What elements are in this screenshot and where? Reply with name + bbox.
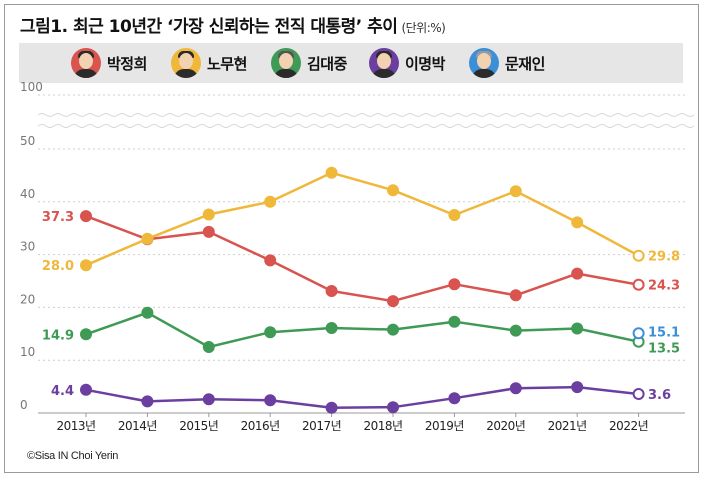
end-value-label: 15.1 (648, 325, 680, 340)
data-point (632, 249, 645, 262)
chart-title: 그림1. 최근 10년간 ‘가장 신뢰하는 전직 대통령’ 추이 (단위:%) (20, 12, 446, 37)
legend-item-lee: 이명박 (369, 47, 445, 79)
legend: 박정희 노무현 김대중 이명박 문재인 (19, 43, 683, 83)
data-point (509, 324, 522, 337)
data-point (141, 306, 154, 319)
data-point (80, 383, 92, 396)
data-point (202, 393, 215, 406)
kim-portrait-icon (271, 48, 301, 78)
unit-label: (단위:%) (401, 21, 446, 35)
legend-item-kim: 김대중 (271, 47, 347, 79)
legend-label: 박정희 (107, 54, 147, 73)
data-point (141, 395, 154, 408)
x-tick-label: 2022년 (609, 419, 648, 433)
data-point (509, 185, 522, 198)
end-value-label: 29.8 (648, 250, 680, 265)
x-tick-label: 2017년 (302, 419, 341, 433)
data-point (632, 327, 645, 340)
x-tick-label: 2019년 (425, 419, 464, 433)
data-point (80, 328, 92, 341)
data-point (264, 254, 277, 267)
data-point (80, 259, 92, 272)
y-tick-label: 20 (20, 292, 35, 306)
x-tick-label: 2021년 (548, 419, 587, 433)
series-line (85, 311, 639, 349)
data-point (325, 166, 338, 179)
data-point (387, 184, 399, 197)
data-point (509, 289, 522, 302)
x-tick-label: 2016년 (241, 419, 280, 433)
data-point (202, 208, 215, 221)
data-point (80, 210, 92, 223)
data-point (202, 341, 215, 353)
legend-label: 김대중 (307, 54, 347, 73)
data-point (264, 195, 277, 208)
title-text: 그림1. 최근 10년간 ‘가장 신뢰하는 전직 대통령’ 추이 (20, 17, 398, 37)
data-point (448, 392, 461, 405)
series-line (85, 385, 639, 409)
data-point (264, 394, 277, 407)
data-point (264, 326, 277, 339)
data-point (325, 322, 338, 334)
roh-portrait-icon (171, 48, 201, 78)
data-point (325, 285, 338, 297)
y-tick-label: 30 (20, 240, 35, 254)
x-tick-label: 2015년 (179, 419, 218, 433)
data-point (387, 295, 399, 308)
axis-break-mark (37, 113, 695, 117)
data-point (509, 382, 522, 395)
data-point (632, 388, 645, 400)
data-point (141, 232, 154, 245)
series-line (85, 214, 639, 303)
data-point (571, 267, 584, 280)
lee-portrait-icon (369, 48, 399, 78)
data-point (325, 401, 338, 414)
data-point (632, 278, 645, 291)
start-value-label: 4.4 (51, 384, 74, 399)
data-point (387, 323, 399, 336)
start-value-label: 28.0 (42, 259, 74, 274)
legend-item-roh: 노무현 (171, 47, 247, 79)
x-tick-label: 2020년 (486, 419, 525, 433)
data-point (448, 278, 461, 291)
data-point (571, 322, 584, 335)
y-tick-label: 40 (20, 187, 35, 201)
y-tick-label: 10 (20, 345, 35, 359)
start-value-label: 14.9 (42, 328, 74, 343)
y-tick-label: 100 (20, 80, 43, 94)
y-tick-label: 0 (20, 398, 28, 412)
legend-label: 이명박 (405, 54, 445, 73)
x-tick-label: 2018년 (363, 419, 402, 433)
data-point (387, 401, 399, 414)
legend-item-park: 박정희 (71, 47, 147, 79)
y-tick-label: 50 (20, 134, 35, 148)
axis-break-mark (37, 124, 695, 128)
x-tick-label: 2013년 (56, 419, 95, 433)
park-portrait-icon (71, 48, 101, 78)
data-point (202, 225, 215, 238)
end-value-label: 3.6 (648, 388, 671, 403)
legend-item-moon: 문재인 (469, 47, 545, 79)
start-value-label: 37.3 (42, 210, 74, 225)
end-value-label: 13.5 (648, 342, 680, 357)
credit: ©Sisa IN Choi Yerin (27, 450, 119, 462)
x-tick-label: 2014년 (118, 419, 157, 433)
series-line (85, 171, 640, 267)
data-point (448, 209, 461, 221)
legend-label: 노무현 (207, 54, 247, 73)
data-point (448, 315, 461, 328)
data-point (571, 381, 584, 394)
legend-label: 문재인 (505, 54, 545, 73)
data-point (571, 216, 584, 229)
moon-portrait-icon (469, 48, 499, 78)
end-value-label: 24.3 (648, 279, 680, 294)
